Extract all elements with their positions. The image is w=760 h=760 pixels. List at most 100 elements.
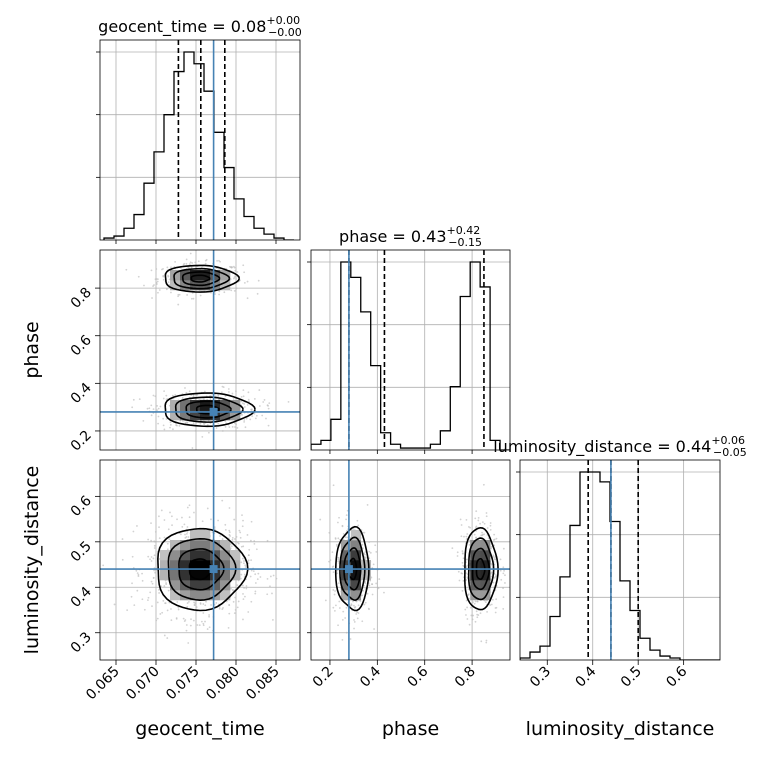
- sample-point: [242, 562, 245, 565]
- sample-point: [254, 590, 257, 593]
- sample-point: [135, 569, 138, 572]
- sample-point: [492, 554, 495, 557]
- sample-point: [156, 617, 159, 620]
- sample-point: [451, 547, 454, 550]
- density-cell: [220, 410, 231, 421]
- sample-point: [159, 405, 162, 408]
- sample-point: [469, 606, 472, 609]
- sample-point: [182, 264, 185, 266]
- sample-point: [146, 407, 149, 410]
- sample-point: [331, 551, 334, 554]
- density-cell: [200, 540, 211, 551]
- sample-point: [165, 418, 168, 420]
- sample-point: [229, 265, 231, 268]
- sample-point: [190, 266, 193, 269]
- sample-point: [255, 548, 258, 551]
- sample-point: [242, 618, 244, 621]
- density-cell: [180, 540, 191, 551]
- density-cell: [480, 570, 491, 581]
- density-cell: [190, 400, 201, 411]
- sample-point: [242, 519, 244, 522]
- sample-point: [202, 622, 205, 625]
- sample-point: [218, 606, 221, 608]
- sample-point: [143, 284, 145, 287]
- x-tick-label: 0.070: [123, 664, 163, 704]
- sample-point: [253, 542, 256, 545]
- sample-point: [245, 587, 248, 590]
- sample-point: [141, 579, 144, 582]
- panel-frame: [310, 459, 511, 661]
- sample-point: [155, 281, 158, 284]
- sample-point: [275, 577, 278, 580]
- y-tick-label: 0.6: [68, 493, 95, 520]
- sample-point: [153, 544, 156, 547]
- sample-point: [368, 550, 371, 553]
- sample-point: [150, 414, 153, 417]
- sample-point: [232, 398, 235, 400]
- y-tick-label: 0.4: [68, 380, 95, 407]
- x-tick-label: 0.075: [163, 664, 203, 704]
- sample-point: [189, 252, 192, 255]
- sample-point: [240, 545, 243, 548]
- sample-point: [337, 537, 340, 540]
- sample-point: [163, 585, 166, 587]
- sample-point: [460, 535, 463, 538]
- sample-point: [241, 525, 244, 528]
- sample-point: [157, 422, 160, 425]
- panel-phase-luminosity_distance: [310, 459, 511, 661]
- sample-point: [235, 390, 237, 393]
- sample-point: [221, 608, 224, 611]
- sample-point: [261, 414, 264, 417]
- sample-point: [219, 535, 221, 537]
- sample-point: [345, 606, 348, 609]
- truth-marker: [209, 565, 218, 574]
- sample-point: [181, 525, 184, 528]
- histogram-geocent_time: [103, 51, 294, 240]
- sample-point: [217, 422, 220, 425]
- density-cell: [360, 560, 371, 571]
- sample-point: [189, 261, 192, 264]
- title-upper: +0.06: [711, 434, 745, 447]
- sample-point: [356, 617, 359, 620]
- sample-point: [218, 290, 221, 293]
- sample-point: [357, 604, 360, 607]
- sample-point: [494, 575, 497, 578]
- sample-point: [208, 615, 210, 618]
- sample-point: [186, 294, 189, 296]
- sample-point: [338, 607, 341, 609]
- histogram-luminosity_distance: [520, 471, 720, 660]
- density-cell: [220, 550, 231, 561]
- sample-point: [220, 391, 223, 394]
- sample-point: [102, 564, 105, 567]
- sample-point: [207, 431, 210, 434]
- sample-point: [334, 537, 337, 539]
- x-tick-label: 0.6: [404, 663, 431, 690]
- density-cell: [340, 570, 352, 581]
- x-tick-label: 0.3: [527, 664, 554, 691]
- sample-point: [224, 523, 227, 526]
- sample-point: [368, 584, 371, 587]
- sample-point: [236, 584, 239, 587]
- sample-point: [253, 398, 256, 400]
- sample-point: [230, 289, 233, 292]
- sample-point: [186, 531, 189, 533]
- sample-point: [153, 547, 156, 549]
- sample-point: [166, 548, 169, 551]
- sample-point: [113, 603, 116, 606]
- sample-point: [165, 583, 168, 586]
- sample-point: [373, 628, 375, 630]
- sample-point: [157, 291, 159, 294]
- panel-frame: [99, 39, 301, 241]
- density-cell: [170, 410, 181, 421]
- sample-point: [473, 533, 476, 536]
- sample-point: [481, 531, 484, 534]
- sample-point: [236, 541, 239, 544]
- x-tick-label: 0.2: [310, 664, 337, 691]
- sample-point: [477, 519, 480, 522]
- sample-point: [345, 529, 348, 532]
- sample-point: [151, 582, 154, 585]
- density-cell: [210, 540, 221, 551]
- sample-point: [269, 575, 272, 578]
- sample-point: [489, 604, 492, 606]
- density-cell: [340, 580, 352, 591]
